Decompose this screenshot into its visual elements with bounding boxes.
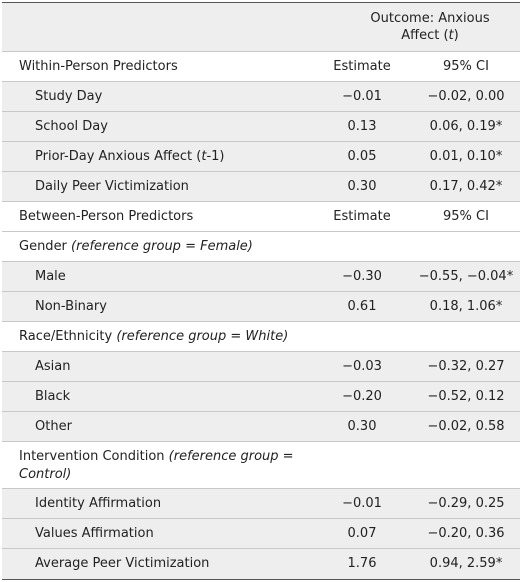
row-label: Asian	[35, 359, 71, 374]
within-estimate-header: Estimate	[333, 59, 391, 74]
within-ci-header: 95% CI	[443, 59, 489, 74]
row-label: Non-Binary	[35, 299, 107, 314]
row-ci: 0.06, 0.19*	[429, 119, 503, 134]
row-ci: −0.02, 0.58	[427, 419, 505, 434]
row-label: Identity Affirmation	[35, 496, 162, 511]
row-estimate: 0.13	[347, 119, 377, 134]
between-section-title: Between-Person Predictors	[19, 209, 194, 224]
row-estimate: −0.20	[342, 389, 382, 404]
row-ci: 0.94, 2.59*	[429, 556, 503, 571]
row-ci: −0.29, 0.25	[427, 496, 505, 511]
table-row: Daily Peer Victimization 0.30 0.17, 0.42…	[2, 172, 520, 202]
outcome-header: Outcome: Anxious Affect (t)	[342, 10, 518, 44]
row-label: Values Affirmation	[35, 526, 154, 541]
table-row: Identity Affirmation −0.01 −0.29, 0.25	[2, 489, 520, 519]
table-row: Other 0.30 −0.02, 0.58	[2, 412, 520, 442]
gender-group-row: Gender (reference group = Female)	[2, 232, 520, 262]
between-section-row: Between-Person Predictors Estimate 95% C…	[2, 202, 520, 232]
row-label: Black	[35, 389, 71, 404]
row-estimate: −0.30	[342, 269, 382, 284]
row-label: Study Day	[35, 89, 103, 104]
race-group-label: Race/Ethnicity (reference group = White)	[19, 329, 289, 344]
table-row: School Day 0.13 0.06, 0.19*	[2, 112, 520, 142]
table-row: Study Day −0.01 −0.02, 0.00	[2, 82, 520, 112]
row-estimate: 0.07	[347, 526, 377, 541]
row-ci: 0.18, 1.06*	[429, 299, 503, 314]
between-ci-header: 95% CI	[443, 209, 489, 224]
row-ci: −0.55, −0.04*	[418, 269, 514, 284]
row-label: Average Peer Victimization	[35, 556, 210, 571]
row-ci: −0.32, 0.27	[427, 359, 505, 374]
table-row: Prior-Day Anxious Affect (t-1) 0.05 0.01…	[2, 142, 520, 172]
row-estimate: 0.61	[347, 299, 377, 314]
table-row: Values Affirmation 0.07 −0.20, 0.36	[2, 519, 520, 549]
intervention-group-label: Intervention Condition (reference group …	[19, 449, 294, 482]
between-estimate-header: Estimate	[333, 209, 391, 224]
within-section-row: Within-Person Predictors Estimate 95% CI	[2, 52, 520, 82]
table-header-row: Outcome: Anxious Affect (t)	[2, 3, 520, 52]
table-row: Non-Binary 0.61 0.18, 1.06*	[2, 292, 520, 322]
table-row: Average Peer Victimization 1.76 0.94, 2.…	[2, 549, 520, 579]
row-label: Daily Peer Victimization	[35, 179, 189, 194]
row-estimate: −0.03	[342, 359, 382, 374]
row-estimate: 1.76	[347, 556, 377, 571]
row-ci: 0.01, 0.10*	[429, 149, 503, 164]
outcome-header-line2: Affect (t)	[401, 28, 459, 43]
gender-group-label: Gender (reference group = Female)	[19, 239, 253, 254]
row-ci: −0.20, 0.36	[427, 526, 505, 541]
race-group-row: Race/Ethnicity (reference group = White)	[2, 322, 520, 352]
row-label: School Day	[35, 119, 108, 134]
row-estimate: −0.01	[342, 496, 382, 511]
row-estimate: 0.30	[347, 419, 377, 434]
row-ci: 0.17, 0.42*	[429, 179, 503, 194]
row-estimate: −0.01	[342, 89, 382, 104]
outcome-header-line1: Outcome: Anxious	[370, 11, 490, 26]
table-row: Black −0.20 −0.52, 0.12	[2, 382, 520, 412]
table-row: Asian −0.03 −0.32, 0.27	[2, 352, 520, 382]
table-row: Male −0.30 −0.55, −0.04*	[2, 262, 520, 292]
row-label: Prior-Day Anxious Affect (t-1)	[35, 149, 225, 164]
row-ci: −0.02, 0.00	[427, 89, 505, 104]
row-label: Male	[35, 269, 66, 284]
row-estimate: 0.05	[347, 149, 377, 164]
row-ci: −0.52, 0.12	[427, 389, 505, 404]
within-section-title: Within-Person Predictors	[19, 59, 178, 74]
row-label: Other	[35, 419, 72, 434]
row-estimate: 0.30	[347, 179, 377, 194]
intervention-group-row: Intervention Condition (reference group …	[2, 442, 520, 489]
